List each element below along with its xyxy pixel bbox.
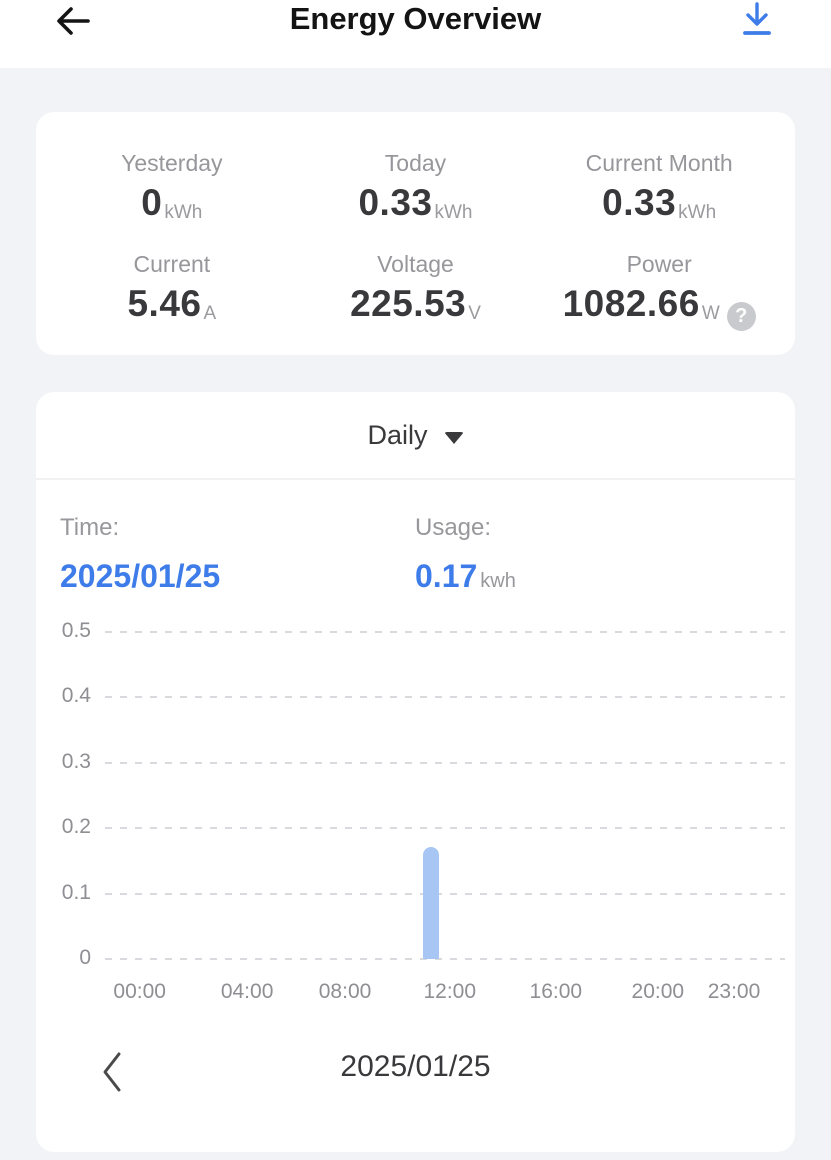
energy-stats-card: Yesterday 0 kWh Today 0.33 kWh Current M… xyxy=(36,112,795,355)
x-tick-label: 20:00 xyxy=(631,980,685,1003)
stat-voltage: Voltage 225.53 V xyxy=(294,238,538,340)
stat-unit: A xyxy=(203,303,217,325)
divider xyxy=(36,478,795,480)
download-icon xyxy=(743,2,771,35)
stat-label: Current xyxy=(133,251,211,278)
usage-value: 0.17 xyxy=(415,558,478,594)
gridline xyxy=(105,696,785,699)
time-block: Time: 2025/01/25 xyxy=(60,514,415,595)
stat-yesterday: Yesterday 0 kWh xyxy=(50,136,294,238)
usage-block: Usage: 0.17 kwh xyxy=(415,514,516,595)
y-tick-label: 0.2 xyxy=(61,815,91,839)
stat-unit: kWh xyxy=(164,201,203,223)
bars-layer xyxy=(105,631,785,959)
time-label: Time: xyxy=(60,514,120,541)
time-value: 2025/01/25 xyxy=(60,558,221,594)
bar-chart-plot: 0.5 0.4 0.3 0.2 0.1 0 xyxy=(62,619,785,969)
stat-label: Current Month xyxy=(585,149,733,176)
usage-bar[interactable] xyxy=(422,847,439,959)
stat-value: 0.33 xyxy=(358,181,433,223)
period-selector[interactable]: Daily xyxy=(36,392,795,478)
stat-unit: kWh xyxy=(434,201,473,223)
y-tick-label: 0 xyxy=(79,946,91,969)
usage-label: Usage: xyxy=(415,514,492,541)
stat-value: 0 xyxy=(141,181,163,223)
y-tick-label: 0.3 xyxy=(61,749,91,773)
nav-date-label: 2025/01/25 xyxy=(340,1050,491,1083)
previous-date-button[interactable] xyxy=(98,1048,126,1096)
stat-value: 0.33 xyxy=(602,181,677,223)
stat-value: 5.46 xyxy=(127,283,202,325)
stat-unit: kWh xyxy=(678,201,717,223)
gridline xyxy=(105,892,785,895)
download-button[interactable] xyxy=(737,0,777,42)
x-tick-label: 16:00 xyxy=(529,980,583,1003)
stat-label: Yesterday xyxy=(121,149,223,176)
header: Energy Overview xyxy=(0,0,831,68)
x-tick-label: 04:00 xyxy=(220,980,274,1003)
stat-unit: V xyxy=(468,303,481,325)
stat-value: 1082.66 xyxy=(562,283,700,325)
back-arrow-icon xyxy=(57,7,90,35)
x-axis-labels: 00:00 04:00 08:00 12:00 16:00 20:00 23:00 xyxy=(105,980,785,1008)
stat-today: Today 0.33 kWh xyxy=(294,136,538,238)
x-tick-label: 08:00 xyxy=(318,980,372,1003)
y-tick-label: 0.4 xyxy=(61,684,91,708)
x-tick-label: 23:00 xyxy=(707,980,761,1003)
date-navigation: 2025/01/25 xyxy=(36,1042,795,1102)
period-selected-label: Daily xyxy=(367,419,428,450)
gridline xyxy=(105,761,785,764)
stat-label: Today xyxy=(384,149,447,176)
usage-chart-card: Daily Time: 2025/01/25 Usage: 0.17 kwh 0… xyxy=(36,392,795,1152)
chevron-left-icon xyxy=(103,1052,121,1092)
stat-label: Voltage xyxy=(377,251,454,278)
gridline xyxy=(105,631,785,633)
power-help-icon[interactable]: ? xyxy=(726,302,756,332)
y-tick-label: 0.5 xyxy=(61,619,91,642)
stat-value: 225.53 xyxy=(350,283,467,325)
y-tick-label: 0.1 xyxy=(61,880,91,904)
x-tick-label: 12:00 xyxy=(423,980,477,1003)
chevron-down-icon xyxy=(443,431,464,444)
x-tick-label: 00:00 xyxy=(113,980,166,1003)
stat-power: Power 1082.66 W ? xyxy=(537,238,781,340)
gridline xyxy=(105,827,785,830)
stat-current: Current 5.46 A xyxy=(50,238,294,340)
page-title: Energy Overview xyxy=(289,1,542,36)
chart-info-row: Time: 2025/01/25 Usage: 0.17 kwh xyxy=(36,480,795,595)
gridline xyxy=(105,958,785,960)
stat-unit: W xyxy=(701,303,720,325)
usage-unit: kwh xyxy=(480,570,516,592)
stat-current-month: Current Month 0.33 kWh xyxy=(537,136,781,238)
stat-label: Power xyxy=(626,251,692,278)
back-button[interactable] xyxy=(52,0,94,42)
